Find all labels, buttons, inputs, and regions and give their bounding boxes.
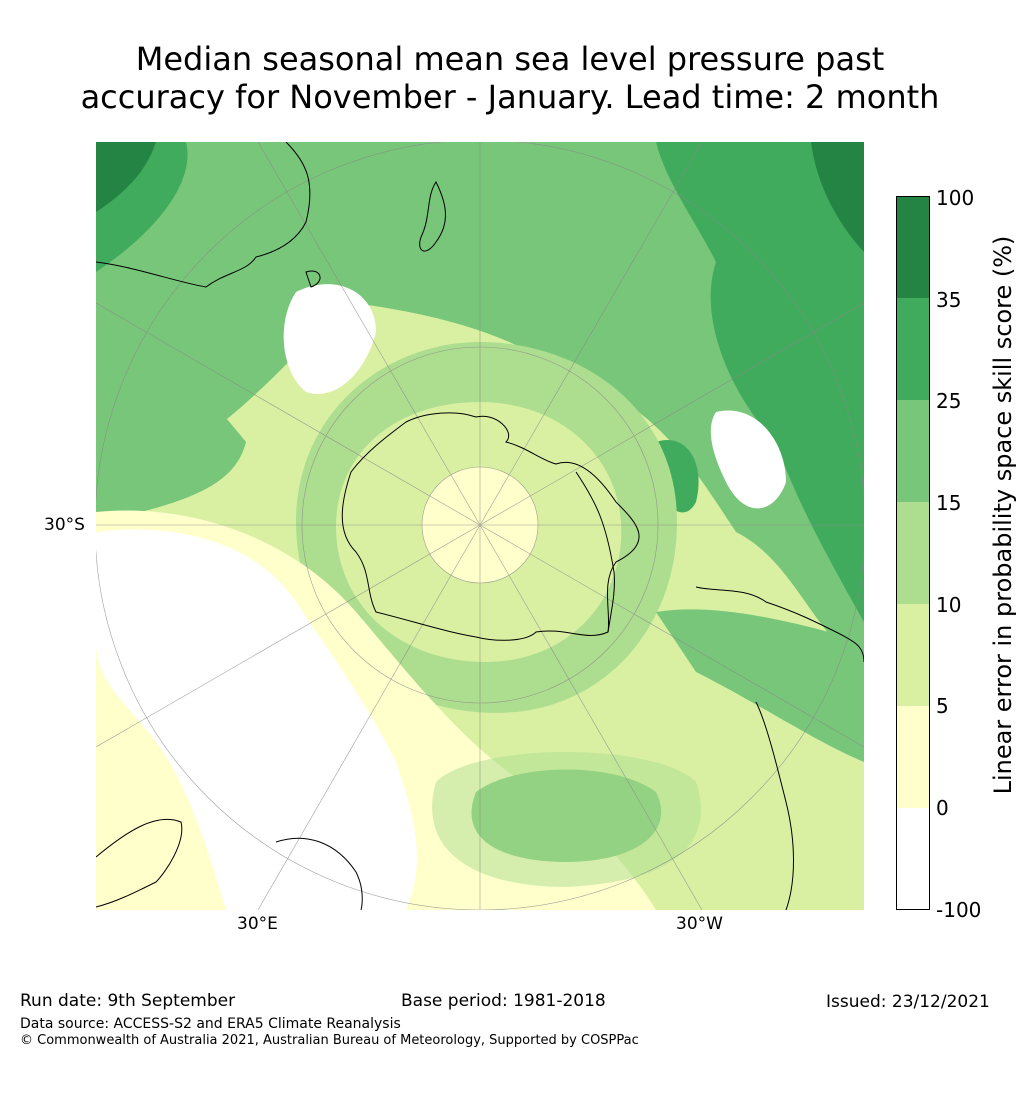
base-period: Base period: 1981-2018 bbox=[401, 991, 606, 1011]
polar-map bbox=[96, 142, 864, 910]
skill-region-15-25-north bbox=[96, 142, 864, 662]
skill-region-below-0-sw-core bbox=[96, 529, 417, 910]
run-date: Run date: 9th September bbox=[20, 991, 236, 1011]
lon-label-30e: 30°E bbox=[237, 914, 278, 934]
colorbar-tick-15: 15 bbox=[936, 491, 962, 515]
antarctic-peninsula-coast bbox=[575, 471, 615, 633]
antarctica-coast bbox=[341, 412, 640, 641]
colorbar-bin-15-25 bbox=[896, 400, 930, 502]
graticule bbox=[96, 142, 864, 910]
tasmania-coast bbox=[305, 270, 321, 288]
colorbar-bin-10-15 bbox=[896, 502, 930, 604]
copyright: © Commonwealth of Australia 2021, Austra… bbox=[20, 1033, 639, 1048]
colorbar-tick-35: 35 bbox=[936, 288, 962, 312]
colorbar-bin-25-35 bbox=[896, 298, 930, 400]
lon-label-30w: 30°W bbox=[676, 914, 723, 934]
skill-region-15-25-west bbox=[96, 322, 246, 522]
africa-coast bbox=[96, 818, 183, 908]
title-line-1: Median seasonal mean sea level pressure … bbox=[135, 40, 885, 78]
skill-region-15-25-se bbox=[656, 609, 864, 762]
title-line-2: accuracy for November - January. Lead ti… bbox=[80, 78, 940, 116]
colorbar-bin-below-0 bbox=[896, 808, 930, 910]
skill-region-10-15-south bbox=[432, 752, 701, 887]
colorbar-bin-35-100 bbox=[896, 196, 930, 298]
lat-label-30s: 30°S bbox=[44, 515, 85, 535]
skill-region-below-0-nw-patch bbox=[283, 284, 376, 394]
skill-region-35-100-ne bbox=[811, 142, 864, 252]
issued-date: Issued: 23/12/2021 bbox=[826, 992, 990, 1012]
skill-region-35-100-nw bbox=[96, 142, 156, 212]
madagascar-coast bbox=[275, 837, 363, 910]
chart-title: Median seasonal mean sea level pressure … bbox=[0, 40, 1020, 116]
colorbar-tick-minus-100: -100 bbox=[936, 898, 982, 922]
colorbar-tick-25: 25 bbox=[936, 389, 962, 413]
coastlines bbox=[96, 142, 864, 910]
new-zealand-coast bbox=[419, 181, 446, 252]
south-america-coast bbox=[695, 586, 864, 663]
colorbar-bin-5-10 bbox=[896, 604, 930, 706]
australia-coast bbox=[96, 142, 311, 288]
colorbar-tick-10: 10 bbox=[936, 593, 962, 617]
data-source: Data source: ACCESS-S2 and ERA5 Climate … bbox=[20, 1016, 401, 1032]
colorbar-bin-0-5 bbox=[896, 706, 930, 808]
colorbar-label: Linear error in probability space skill … bbox=[989, 235, 1017, 795]
south-africa-east-coast bbox=[755, 701, 794, 910]
colorbar bbox=[896, 196, 930, 910]
colorbar-tick-0: 0 bbox=[936, 796, 949, 820]
colorbar-tick-100: 100 bbox=[936, 186, 975, 210]
skill-region-below-0-ne bbox=[710, 410, 786, 509]
skill-region-25-35-ne bbox=[656, 142, 864, 622]
colorbar-tick-5: 5 bbox=[936, 694, 949, 718]
